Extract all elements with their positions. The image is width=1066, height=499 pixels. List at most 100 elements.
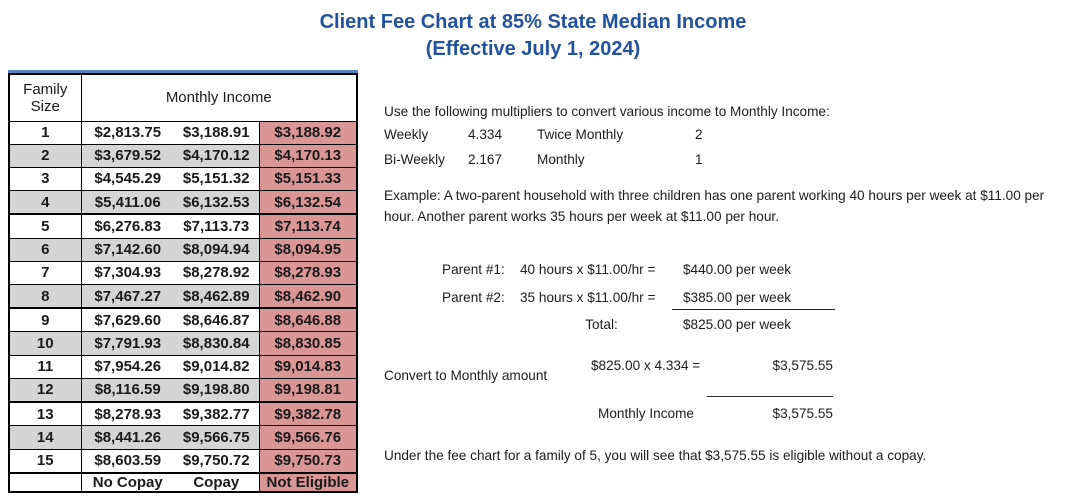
fee-table-row: 6 $7,142.60 $8,094.94 $8,094.95 (8, 237, 358, 262)
fee-table-row: 2 $3,679.52 $4,170.12 $4,170.13 (8, 143, 358, 168)
fee-table-header-row: Family Size Monthly Income (8, 73, 358, 122)
cell-no_copay: $4,545.29 (80, 166, 174, 191)
cell-copay: $8,278.92 (174, 260, 260, 285)
cell-copay: $9,198.80 (174, 377, 260, 403)
calc-label: Parent #2: (442, 290, 505, 305)
multiplier-value: 2 (695, 127, 703, 142)
cell-size: 12 (8, 377, 82, 403)
multiplier-label: Weekly (384, 127, 429, 142)
calc-result: $385.00 per week (683, 290, 792, 305)
legend-copay: Copay (174, 472, 260, 493)
cell-no_copay: $6,276.83 (80, 213, 174, 239)
cell-no_copay: $7,791.93 (80, 331, 174, 356)
cell-size: 1 (8, 120, 82, 145)
cell-no_copay: $8,278.93 (80, 401, 174, 427)
cell-not_eligible: $8,462.90 (258, 283, 358, 309)
cell-copay: $9,566.75 (174, 425, 260, 450)
page-title-line2: (Effective July 1, 2024) (425, 38, 641, 60)
cell-size: 11 (8, 354, 82, 379)
fee-table-row: 13 $8,278.93 $9,382.77 $9,382.78 (8, 401, 358, 427)
fee-table-row: 14 $8,441.26 $9,566.75 $9,566.76 (8, 425, 358, 450)
multiplier-label: Twice Monthly (537, 127, 624, 142)
cell-not_eligible: $6,132.54 (258, 189, 358, 215)
cell-no_copay: $2,813.75 (80, 120, 174, 145)
cell-not_eligible: $8,646.88 (258, 307, 358, 333)
cell-copay: $7,113.73 (174, 213, 260, 239)
cell-copay: $8,094.94 (174, 237, 260, 262)
calc-result: $825.00 per week (683, 317, 792, 332)
calc-formula: 40 hours x $11.00/hr = (520, 262, 656, 277)
conclusion-text: Under the fee chart for a family of 5, y… (384, 448, 927, 463)
cell-size: 7 (8, 260, 82, 285)
cell-not_eligible: $9,566.76 (258, 425, 358, 450)
legend-not-eligible: Not Eligible (258, 472, 358, 493)
page-title: Client Fee Chart at 85% State Median Inc… (0, 9, 1066, 63)
fee-table-row: 1 $2,813.75 $3,188.91 $3,188.92 (8, 120, 358, 145)
calc-label: Parent #1: (442, 262, 505, 277)
multiplier-value: 1 (695, 152, 703, 167)
fee-table-row: 5 $6,276.83 $7,113.73 $7,113.74 (8, 213, 358, 239)
cell-copay: $9,014.82 (174, 354, 260, 379)
cell-size: 3 (8, 166, 82, 191)
cell-size: 13 (8, 401, 82, 427)
cell-no_copay: $3,679.52 (80, 143, 174, 168)
fee-table: Family Size Monthly Income 1 $2,813.75 $3,… (8, 73, 359, 493)
cell-size: 4 (8, 189, 82, 215)
monthly-income-divider-line (707, 396, 833, 397)
cell-copay: $4,170.12 (174, 143, 260, 168)
calc-row-parent1: Parent #1: 40 hours x $11.00/hr = $440.0… (442, 259, 838, 280)
fee-table-row: 10 $7,791.93 $8,830.84 $8,830.85 (8, 331, 358, 356)
cell-not_eligible: $9,014.83 (258, 354, 358, 379)
cell-copay: $6,132.53 (174, 189, 260, 215)
cell-no_copay: $7,954.26 (80, 354, 174, 379)
fee-table-wrap: Family Size Monthly Income 1 $2,813.75 $3,… (8, 70, 359, 493)
multipliers-intro: Use the following multipliers to convert… (384, 104, 830, 119)
cell-not_eligible: $3,188.92 (258, 120, 358, 145)
convert-result: $3,575.55 (772, 358, 833, 373)
multiplier-row-weekly: Weekly 4.334 Twice Monthly 2 (384, 124, 703, 145)
cell-not_eligible: $9,382.78 (258, 401, 358, 427)
monthly-income-label: Monthly Income (598, 406, 694, 421)
family-size-header: Family Size (8, 73, 82, 122)
fee-table-row: 3 $4,545.29 $5,151.32 $5,151.33 (8, 166, 358, 191)
multiplier-row-biweekly: Bi-Weekly 2.167 Monthly 1 (384, 149, 703, 170)
cell-copay: $5,151.32 (174, 166, 260, 191)
multiplier-value: 2.167 (468, 152, 503, 167)
cell-not_eligible: $7,113.74 (258, 213, 358, 239)
cell-copay: $8,830.84 (174, 331, 260, 356)
cell-not_eligible: $8,830.85 (258, 331, 358, 356)
cell-size: 2 (8, 143, 82, 168)
cell-size: 15 (8, 448, 82, 474)
cell-no_copay: $8,441.26 (80, 425, 174, 450)
cell-not_eligible: $4,170.13 (258, 143, 358, 168)
cell-copay: $9,382.77 (174, 401, 260, 427)
calc-formula: 35 hours x $11.00/hr = (520, 290, 656, 305)
sum-divider-line (672, 309, 835, 310)
monthly-income-header: Monthly Income (80, 73, 358, 122)
legend-no-copay: No Copay (80, 472, 174, 493)
calc-row-total: Total: $825.00 per week (442, 314, 838, 335)
cell-no_copay: $7,629.60 (80, 307, 174, 333)
multiplier-value: 4.334 (468, 127, 503, 142)
cell-not_eligible: $8,278.93 (258, 260, 358, 285)
multiplier-label: Bi-Weekly (384, 152, 445, 167)
convert-label: Convert to Monthly amount (384, 368, 548, 383)
convert-formula: $825.00 x 4.334 = (591, 358, 701, 373)
cell-not_eligible: $9,198.81 (258, 377, 358, 403)
fee-table-row: 9 $7,629.60 $8,646.87 $8,646.88 (8, 307, 358, 333)
cell-no_copay: $8,603.59 (80, 448, 174, 474)
cell-size: 8 (8, 283, 82, 309)
legend-empty-cell (8, 472, 82, 493)
cell-copay: $8,462.89 (174, 283, 260, 309)
calc-row-parent2: Parent #2: 35 hours x $11.00/hr = $385.0… (442, 287, 838, 308)
calc-result: $440.00 per week (683, 262, 792, 277)
cell-copay: $9,750.72 (174, 448, 260, 474)
cell-size: 10 (8, 331, 82, 356)
fee-table-row: 8 $7,467.27 $8,462.89 $8,462.90 (8, 283, 358, 309)
fee-table-row: 7 $7,304.93 $8,278.92 $8,278.93 (8, 260, 358, 285)
cell-copay: $3,188.91 (174, 120, 260, 145)
cell-copay: $8,646.87 (174, 307, 260, 333)
page-title-line1: Client Fee Chart at 85% State Median Inc… (319, 11, 747, 33)
monthly-income-value: $3,575.55 (772, 406, 833, 421)
